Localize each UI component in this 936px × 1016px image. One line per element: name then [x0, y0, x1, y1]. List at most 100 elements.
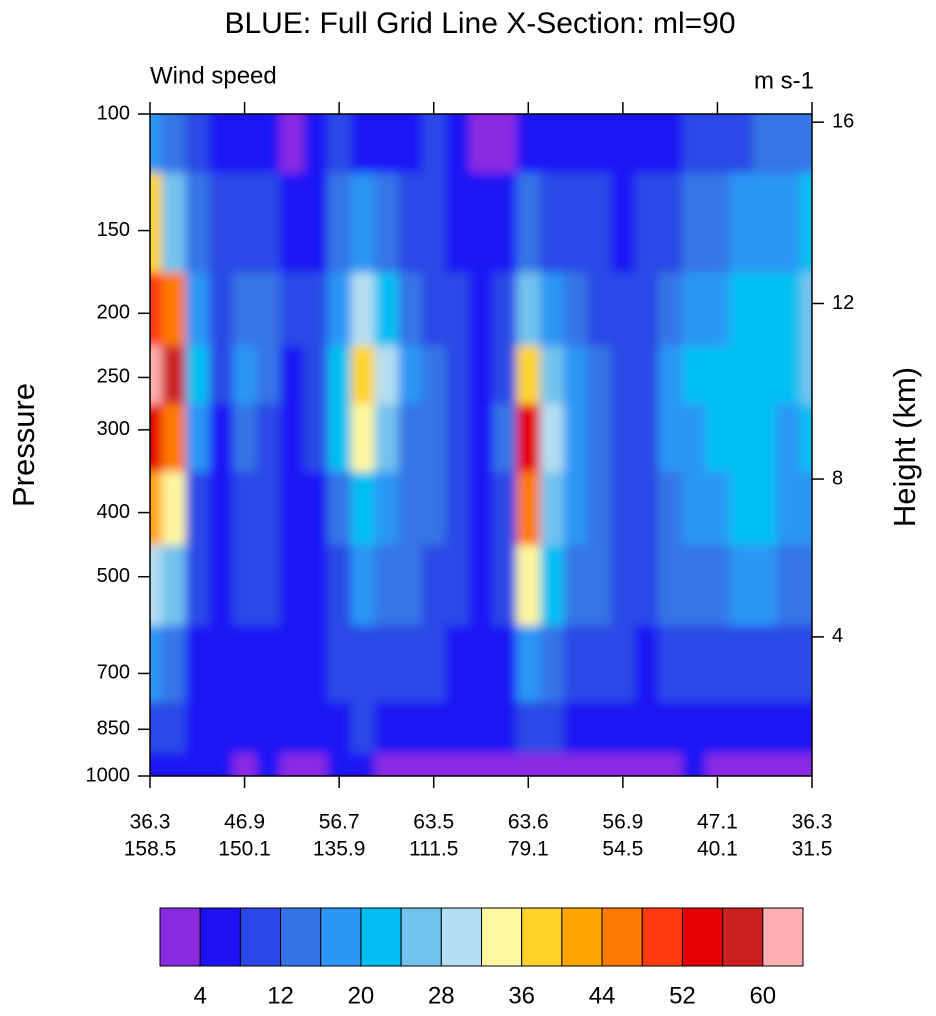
contour-cell [752, 625, 778, 702]
contour-cell [374, 701, 399, 754]
contour-cell [776, 114, 801, 173]
contour-cell [280, 172, 305, 273]
contour-cell [469, 544, 494, 626]
colorbar-box [239, 907, 282, 967]
contour-cell [161, 172, 186, 273]
contour-cell [280, 752, 305, 776]
colorbar-box [722, 907, 764, 967]
contour-cell [256, 172, 281, 273]
contour-cell [185, 471, 210, 546]
contour-cell [374, 345, 399, 405]
x-tick-label: 46.9 [224, 811, 265, 834]
contour-cell [327, 625, 352, 702]
contour-cell [161, 471, 186, 546]
contour-cell [705, 345, 730, 405]
contour-cell [445, 471, 470, 546]
contour-cell [492, 114, 517, 173]
contour-cell [681, 345, 707, 405]
contour-cell [421, 544, 447, 626]
contour-cell [540, 471, 565, 546]
contour-cell [540, 114, 565, 173]
contour-cell [350, 471, 376, 546]
contour-cell [516, 172, 541, 273]
contour-cell [445, 625, 470, 702]
contour-cell [303, 271, 328, 346]
contour-cell [634, 172, 659, 273]
contour-cell [611, 114, 636, 173]
contour-cell [150, 625, 163, 702]
contour-cell [563, 271, 588, 346]
contour-cell [729, 701, 754, 754]
contour-cell [150, 114, 163, 173]
contour-cell [776, 403, 801, 472]
contour-cell [516, 625, 541, 702]
contour-cell [303, 172, 328, 273]
contour-cell [658, 701, 683, 754]
contour-cell [161, 403, 186, 472]
contour-cell [611, 345, 636, 405]
contour-cell [658, 471, 683, 546]
contour-cell [469, 172, 494, 273]
contour-cell [185, 403, 210, 472]
contour-cell [303, 345, 328, 405]
contour-cell [516, 752, 541, 776]
contour-cell [209, 544, 234, 626]
contour-cell [492, 752, 517, 776]
subtitle-right: m s-1 [754, 67, 814, 94]
contour-cell [445, 544, 470, 626]
contour-cell [445, 172, 470, 273]
contour-cell [445, 345, 470, 405]
y-tick-label: 500 [97, 565, 130, 587]
contour-cell [611, 403, 636, 472]
contour-cell [658, 625, 683, 702]
contour-cell [350, 752, 376, 776]
contour-cell [280, 625, 305, 702]
colorbar-box [762, 907, 804, 967]
colorbar-box [360, 907, 402, 967]
contour-cell [658, 345, 683, 405]
contour-cell [469, 271, 494, 346]
contour-cell [800, 345, 812, 405]
contour-cell [398, 345, 423, 405]
contour-cell [398, 172, 423, 273]
contour-cell [705, 701, 730, 754]
axes: 100 150 200 250 300 400 500 700 850 1000 4 8 12 16 36.… [86, 102, 854, 861]
contour-cell [681, 114, 707, 173]
contour-cell [540, 345, 565, 405]
x-tick-label: 56.9 [602, 811, 643, 834]
contour-cell [776, 752, 801, 776]
contour-cell [611, 625, 636, 702]
contour-cell [587, 544, 612, 626]
contour-cell [232, 625, 257, 702]
contour-cell [658, 172, 683, 273]
contour-cell [540, 544, 565, 626]
contour-cell [280, 544, 305, 626]
y-tick-label: 250 [97, 366, 130, 388]
contour-cell [681, 752, 707, 776]
x-tick-label: 54.5 [602, 838, 643, 861]
contour-cell [469, 701, 494, 754]
x-tick-label: 63.6 [508, 811, 549, 834]
contour-cell [445, 271, 470, 346]
colorbar-box [440, 907, 482, 967]
contour-cell [421, 114, 447, 173]
contour-cell [327, 172, 352, 273]
contour-cell [705, 403, 730, 472]
contour-cell [563, 471, 588, 546]
contour-cell [150, 271, 163, 346]
contour-cell [729, 172, 754, 273]
contour-cell [681, 403, 707, 472]
contour-cell [327, 471, 352, 546]
contour-cell [729, 403, 754, 472]
contour-cell [209, 114, 234, 173]
contour-cell [150, 752, 163, 776]
colorbar-box [681, 907, 724, 967]
y2-tick-label: 16 [832, 110, 854, 132]
contour-cell [150, 403, 163, 472]
contour-cell [350, 625, 376, 702]
contour-cell [209, 345, 234, 405]
x-tick-label: 47.1 [697, 811, 738, 834]
contour-cell [303, 114, 328, 173]
contour-cell [303, 625, 328, 702]
contour-cell [232, 544, 257, 626]
